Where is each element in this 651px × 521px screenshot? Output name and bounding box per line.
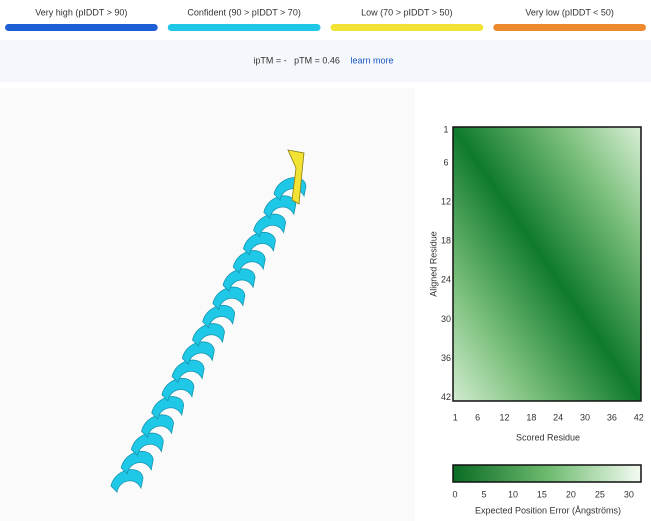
colorbar-tick-label: 20 <box>566 489 576 499</box>
legend-label: Low (70 > pIDDT > 50) <box>361 7 452 17</box>
legend: Very high (pIDDT > 90) Confident (90 > pI… <box>5 7 646 31</box>
x-tick-label: 36 <box>607 412 617 422</box>
legend-swatch <box>331 24 484 31</box>
colorbar-tick-label: 10 <box>508 489 518 499</box>
colorbar-tick-label: 15 <box>537 489 547 499</box>
colorbar <box>453 465 641 482</box>
legend-label: Confident (90 > pIDDT > 70) <box>187 7 300 17</box>
x-tick-label: 18 <box>526 412 536 422</box>
y-tick-label: 42 <box>441 392 451 402</box>
x-tick-label: 42 <box>634 412 644 422</box>
x-axis-label: Scored Residue <box>516 432 580 442</box>
x-tick-label: 1 <box>453 412 458 422</box>
x-tick-label: 6 <box>475 412 480 422</box>
learn-more-link[interactable]: learn more <box>350 55 393 65</box>
colorbar-tick-label: 25 <box>595 489 605 499</box>
structure-viewer[interactable] <box>0 88 415 521</box>
y-tick-label: 6 <box>443 157 448 167</box>
legend-swatch <box>5 24 158 31</box>
legend-swatch <box>493 24 646 31</box>
y-tick-label: 36 <box>441 353 451 363</box>
y-tick-label: 12 <box>441 196 451 206</box>
iptm: ipTM = - <box>253 55 286 65</box>
app: Very high (pIDDT > 90) Confident (90 > pI… <box>0 0 651 521</box>
x-tick-label: 12 <box>499 412 509 422</box>
legend-label: Very low (pIDDT < 50) <box>525 7 614 17</box>
screen: Very high (pIDDT > 90) Confident (90 > pI… <box>0 0 651 521</box>
y-tick-label: 1 <box>443 125 448 135</box>
colorbar-tick-label: 0 <box>452 489 457 499</box>
colorbar-tick-label: 30 <box>624 489 634 499</box>
y-tick-label: 24 <box>441 275 451 285</box>
y-tick-label: 30 <box>441 314 451 324</box>
y-axis-label: Aligned Residue <box>428 231 438 297</box>
legend-swatch <box>168 24 321 31</box>
colorbar-label: Expected Position Error (Ångströms) <box>475 505 621 515</box>
x-tick-label: 24 <box>553 412 563 422</box>
x-tick-label: 30 <box>580 412 590 422</box>
y-tick-label: 18 <box>441 236 451 246</box>
legend-label: Very high (pIDDT > 90) <box>35 7 127 17</box>
colorbar-tick-label: 5 <box>481 489 486 499</box>
pae-heatmap <box>453 127 641 401</box>
ptm: pTM = 0.46 <box>294 55 340 65</box>
